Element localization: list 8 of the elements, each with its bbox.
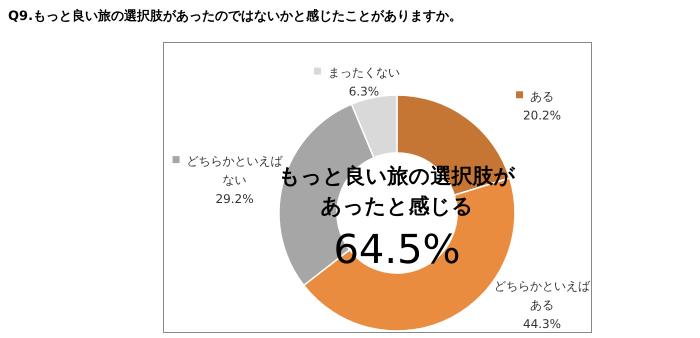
legend-label: まったくない	[328, 66, 400, 80]
data-label: 6.3%	[348, 84, 380, 99]
legend-label: ある	[530, 89, 554, 104]
slice-label: どちらかといえばある	[494, 279, 591, 312]
data-label: 44.3%	[522, 317, 562, 331]
chart-title: Q9.もっと良い旅の選択肢があったのではないかと感じたことがありますか。	[8, 8, 462, 24]
data-label: 20.2%	[522, 108, 562, 122]
data-label: 29.2%	[215, 192, 254, 206]
